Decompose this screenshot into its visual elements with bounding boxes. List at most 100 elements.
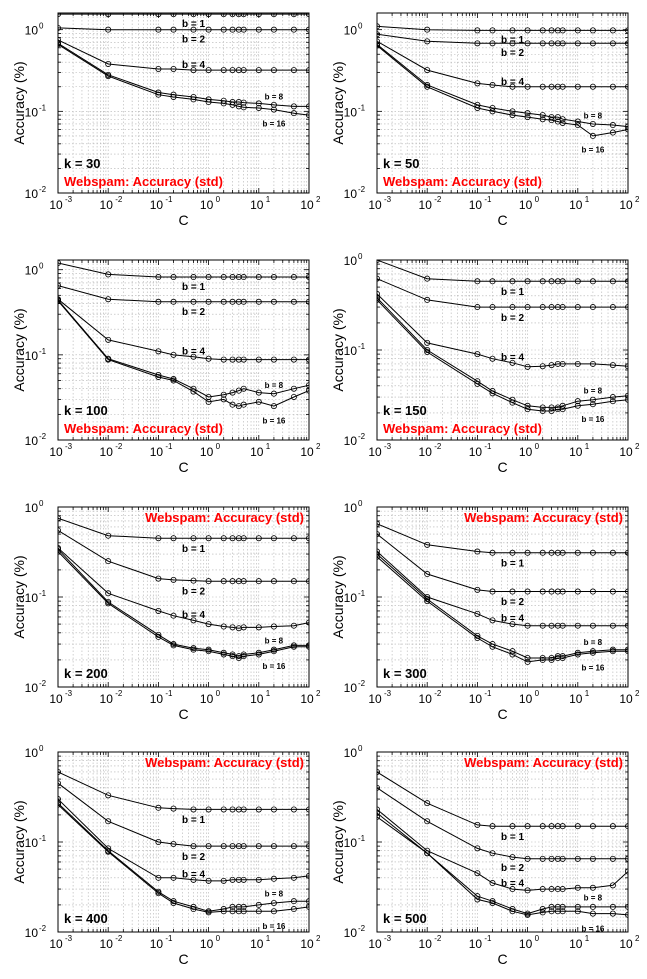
data-point <box>220 391 227 398</box>
y-tick-exponent: 0 <box>358 22 363 31</box>
series-group <box>377 768 628 918</box>
x-tick-exponent: -1 <box>484 934 492 943</box>
data-point <box>524 622 531 629</box>
data-point <box>170 900 177 907</box>
x-tick-label: 10 <box>519 692 533 706</box>
x-tick-label: 10 <box>469 445 483 459</box>
x-tick-exponent: 2 <box>635 689 640 698</box>
data-point <box>170 874 177 881</box>
data-point <box>524 658 531 665</box>
data-point <box>539 549 546 556</box>
data-point <box>155 575 162 582</box>
data-point <box>220 67 227 74</box>
data-point <box>58 36 61 43</box>
data-point <box>255 908 262 915</box>
y-tick-exponent: -2 <box>39 432 47 441</box>
data-point <box>474 845 481 852</box>
data-point <box>155 804 162 811</box>
series-label: b = 4 <box>501 614 525 625</box>
data-point <box>625 911 628 918</box>
x-tick-exponent: -3 <box>384 195 392 204</box>
data-point <box>539 823 546 830</box>
x-tick-label: 10 <box>100 937 114 951</box>
x-tick-label: 10 <box>569 937 583 951</box>
data-point <box>290 103 297 110</box>
data-point <box>306 387 309 394</box>
data-point <box>255 806 262 813</box>
data-point <box>625 622 628 629</box>
chart-panel-1: 10 -3 10 -2 10 -1 10 0 10 1 10 210 -210 -110 0CAccurac… <box>11 12 321 228</box>
series-label: b = 16 <box>262 119 285 128</box>
data-point <box>489 27 496 34</box>
plot-frame <box>57 12 310 194</box>
data-point <box>290 356 297 363</box>
data-point <box>58 801 61 808</box>
data-point <box>539 116 546 123</box>
data-point <box>105 356 112 363</box>
data-point <box>170 535 177 542</box>
data-point <box>255 356 262 363</box>
data-point <box>377 548 380 555</box>
data-point <box>270 623 277 630</box>
data-point <box>625 646 628 653</box>
x-tick-exponent: 0 <box>216 195 221 204</box>
data-point <box>229 843 236 850</box>
y-tick-label: 10 <box>25 24 39 38</box>
series-group <box>58 515 309 662</box>
data-point <box>105 336 112 343</box>
data-point <box>306 112 309 119</box>
data-point <box>559 908 566 915</box>
data-point <box>270 908 277 915</box>
x-tick-exponent: -1 <box>484 442 492 451</box>
data-point <box>155 298 162 305</box>
x-tick-label: 10 <box>368 692 382 706</box>
y-tick-label: 10 <box>344 254 358 268</box>
series-label: b = 8 <box>584 112 603 121</box>
data-point <box>306 903 309 910</box>
x-tick-exponent: 1 <box>266 442 271 451</box>
x-tick-exponent: 0 <box>216 934 221 943</box>
data-point <box>474 380 481 387</box>
data-point <box>270 648 277 655</box>
data-point <box>229 535 236 542</box>
x-tick-label: 10 <box>200 692 214 706</box>
data-point <box>105 818 112 825</box>
series-label: b = 2 <box>501 597 525 608</box>
x-tick-label: 10 <box>519 198 533 212</box>
x-tick-exponent: 2 <box>316 689 321 698</box>
data-point <box>205 99 212 106</box>
data-point <box>105 271 112 278</box>
data-point <box>559 40 566 47</box>
x-tick-label: 10 <box>100 198 114 212</box>
y-tick-label: 10 <box>344 187 358 201</box>
data-point <box>424 296 431 303</box>
data-point <box>489 850 496 857</box>
data-point <box>255 624 262 631</box>
series-line-b1 <box>377 523 628 554</box>
data-point <box>589 132 596 139</box>
data-point <box>155 348 162 355</box>
data-point <box>155 91 162 98</box>
data-point <box>524 83 531 90</box>
data-point <box>306 356 309 363</box>
data-point <box>240 651 247 658</box>
data-point <box>377 31 380 38</box>
data-point <box>229 876 236 883</box>
x-tick-label: 10 <box>419 937 433 951</box>
data-point <box>270 843 277 850</box>
data-point <box>190 906 197 913</box>
k-label: k = 30 <box>64 156 101 171</box>
data-point <box>377 296 380 303</box>
data-point <box>205 398 212 405</box>
data-point <box>539 40 546 47</box>
x-tick-exponent: -2 <box>434 689 442 698</box>
data-point <box>524 406 531 413</box>
data-point <box>625 126 628 133</box>
y-tick-exponent: 0 <box>39 262 44 271</box>
data-point <box>377 520 380 527</box>
data-point <box>509 304 516 311</box>
data-point <box>58 780 61 787</box>
x-tick-exponent: 0 <box>216 689 221 698</box>
data-point <box>548 588 555 595</box>
y-axis-label: Accuracy (%) <box>11 61 27 144</box>
